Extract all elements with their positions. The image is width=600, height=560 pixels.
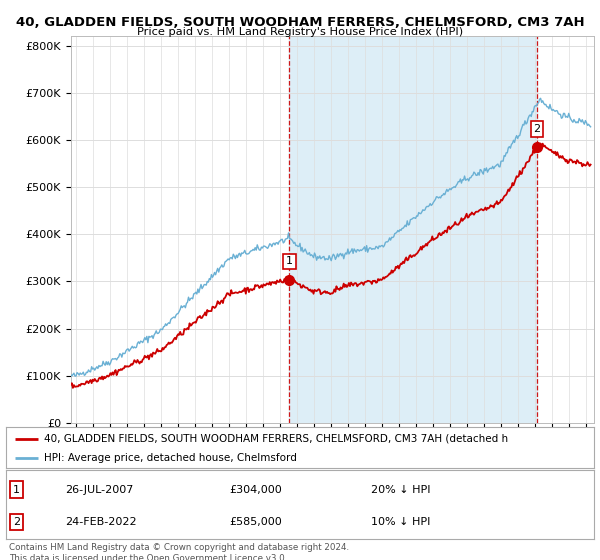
Text: HPI: Average price, detached house, Chelmsford: HPI: Average price, detached house, Chel… — [44, 452, 297, 463]
Text: Price paid vs. HM Land Registry's House Price Index (HPI): Price paid vs. HM Land Registry's House … — [137, 27, 463, 38]
Text: Contains HM Land Registry data © Crown copyright and database right 2024.
This d: Contains HM Land Registry data © Crown c… — [9, 543, 349, 560]
Bar — [289, 36, 537, 423]
Text: 40, GLADDEN FIELDS, SOUTH WOODHAM FERRERS, CHELMSFORD, CM3 7AH (detached h: 40, GLADDEN FIELDS, SOUTH WOODHAM FERRER… — [44, 433, 508, 444]
Text: 24-FEB-2022: 24-FEB-2022 — [65, 517, 136, 526]
Text: 2: 2 — [13, 517, 20, 526]
Text: 1: 1 — [286, 256, 293, 267]
Text: £585,000: £585,000 — [229, 517, 282, 526]
Text: 40, GLADDEN FIELDS, SOUTH WOODHAM FERRERS, CHELMSFORD, CM3 7AH: 40, GLADDEN FIELDS, SOUTH WOODHAM FERRER… — [16, 16, 584, 29]
Text: 26-JUL-2007: 26-JUL-2007 — [65, 484, 133, 494]
Text: £304,000: £304,000 — [229, 484, 282, 494]
Text: 20% ↓ HPI: 20% ↓ HPI — [371, 484, 430, 494]
Text: 2: 2 — [533, 124, 541, 134]
Text: 10% ↓ HPI: 10% ↓ HPI — [371, 517, 430, 526]
Text: 1: 1 — [13, 484, 20, 494]
